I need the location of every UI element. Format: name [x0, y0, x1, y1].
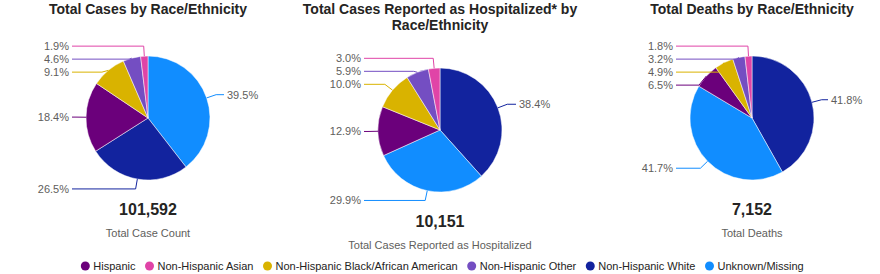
- leader-line: [676, 76, 706, 85]
- leader-line: [676, 46, 748, 56]
- total-value: 101,592: [119, 201, 177, 218]
- data-label: 3.2%: [648, 53, 673, 65]
- chart-title-line: Total Cases by Race/Ethnicity: [49, 1, 247, 17]
- legend-swatch: [705, 262, 714, 271]
- data-label: 12.9%: [330, 125, 361, 137]
- leader-line: [364, 71, 417, 73]
- data-label: 26.5%: [38, 183, 69, 195]
- leader-line: [207, 95, 224, 98]
- leader-line: [72, 46, 144, 56]
- data-label: 10.0%: [330, 78, 361, 90]
- leader-line: [72, 58, 132, 60]
- legend-item: Unknown/Missing: [705, 260, 804, 272]
- legend-item: Non-Hispanic Other: [467, 260, 576, 272]
- data-label: 5.9%: [336, 65, 361, 77]
- chart-title: Total Cases Reported as Hospitalized* by…: [303, 1, 578, 33]
- leader-line: [676, 161, 708, 168]
- legend-label: Non-Hispanic White: [598, 260, 695, 272]
- data-label: 4.6%: [44, 53, 69, 65]
- legend-swatch: [81, 262, 90, 271]
- slices: [86, 56, 210, 180]
- leader-line: [676, 63, 724, 72]
- total-caption: Total Case Count: [106, 227, 190, 239]
- legend-swatch: [145, 262, 154, 271]
- data-label: 1.8%: [648, 40, 673, 52]
- data-label: 41.8%: [831, 94, 862, 106]
- data-labels: 41.8% 41.7% 6.5%4.9%3.2%1.8%: [642, 40, 863, 174]
- data-label: 1.9%: [44, 40, 69, 52]
- data-label: 3.0%: [336, 52, 361, 64]
- pie-slice: [733, 56, 752, 118]
- leader-line: [364, 191, 427, 201]
- data-label: 29.9%: [330, 194, 361, 206]
- legend-label: Hispanic: [93, 260, 136, 272]
- leader-line: [72, 117, 86, 118]
- leader-line: [72, 179, 137, 189]
- chart-title-line: Total Deaths by Race/Ethnicity: [650, 1, 854, 17]
- data-label: 41.7%: [642, 162, 673, 174]
- chart-root: Total Cases by Race/Ethnicity 39.5% 26.5% 1…: [0, 0, 880, 274]
- leader-line: [364, 58, 434, 68]
- data-label: 6.5%: [648, 79, 673, 91]
- data-label: 38.4%: [519, 98, 550, 110]
- pie-slice: [428, 68, 440, 130]
- chart-title-line: Race/Ethnicity: [392, 17, 489, 33]
- legend-label: Unknown/Missing: [717, 260, 803, 272]
- total-value: 7,152: [732, 201, 772, 218]
- data-labels: 38.4% 29.9% 12.9% 10.0%5.9%3.0%: [330, 52, 551, 206]
- pie-slice: [123, 56, 148, 118]
- legend-item: Non-Hispanic Asian: [145, 260, 254, 272]
- legend-swatch: [467, 262, 476, 271]
- data-label: 9.1%: [44, 66, 69, 78]
- slices: [690, 56, 814, 180]
- legend-label: Non-Hispanic Asian: [158, 260, 254, 272]
- leader-line: [72, 70, 108, 72]
- data-label: 4.9%: [648, 66, 673, 78]
- total-value: 10,151: [416, 213, 465, 230]
- data-labels: 39.5% 26.5% 18.4% 9.1%4.6%1.9%: [38, 40, 259, 195]
- chart-title: Total Cases by Race/Ethnicity: [49, 1, 247, 17]
- total-caption: Total Cases Reported as Hospitalized: [348, 239, 531, 251]
- leader-line: [364, 84, 393, 90]
- data-label: 18.4%: [38, 111, 69, 123]
- legend-swatch: [586, 262, 595, 271]
- slices: [378, 68, 502, 192]
- pie-chart: Total Cases Reported as Hospitalized* by…: [303, 1, 578, 251]
- legend-label: Non-Hispanic Black/African American: [276, 260, 458, 272]
- legend-item: Non-Hispanic White: [586, 260, 696, 272]
- legend-item: Hispanic: [81, 260, 136, 272]
- legend: Hispanic Non-Hispanic Asian Non-Hispanic B…: [81, 260, 804, 272]
- leader-line: [498, 104, 516, 108]
- legend-item: Non-Hispanic Black/African American: [263, 260, 458, 272]
- data-label: 39.5%: [227, 89, 258, 101]
- legend-swatch: [263, 262, 272, 271]
- chart-title: Total Deaths by Race/Ethnicity: [650, 1, 854, 17]
- pie-chart: Total Deaths by Race/Ethnicity 41.8% 41.7%…: [642, 1, 863, 239]
- leader-line: [812, 100, 828, 103]
- total-caption: Total Deaths: [721, 227, 783, 239]
- chart-title-line: Total Cases Reported as Hospitalized* by: [303, 1, 578, 17]
- pie-slice: [141, 56, 148, 118]
- leader-line: [676, 57, 739, 59]
- legend-label: Non-Hispanic Other: [480, 260, 577, 272]
- pie-slice: [745, 56, 752, 118]
- pie-chart: Total Cases by Race/Ethnicity 39.5% 26.5% 1…: [38, 1, 259, 239]
- leader-line: [364, 131, 378, 132]
